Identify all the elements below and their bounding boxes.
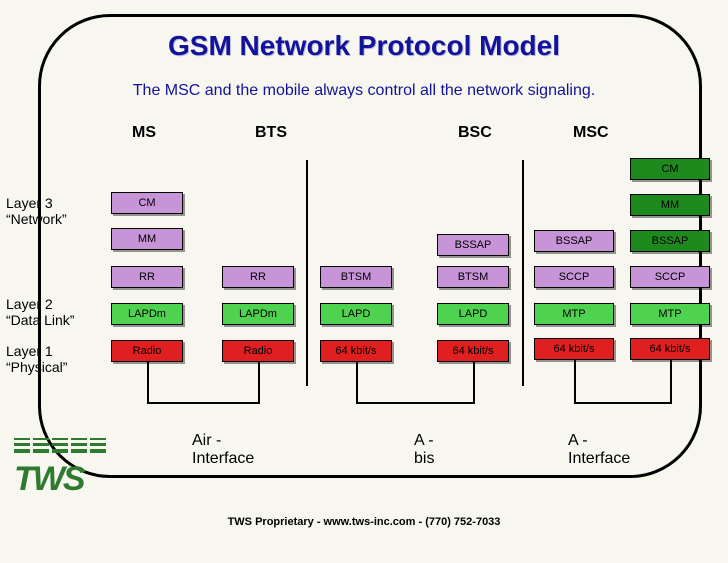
protocol-box: MM bbox=[630, 194, 710, 216]
protocol-box: LAPD bbox=[437, 303, 509, 325]
connector-drop bbox=[147, 362, 149, 402]
footer-text: TWS Proprietary - www.tws-inc.com - (770… bbox=[0, 516, 728, 528]
protocol-box: RR bbox=[222, 266, 294, 288]
protocol-box: Radio bbox=[222, 340, 294, 362]
connector-hline bbox=[574, 402, 672, 404]
protocol-box: CM bbox=[111, 192, 183, 214]
column-header: BTS bbox=[255, 124, 287, 142]
protocol-box: RR bbox=[111, 266, 183, 288]
protocol-box: BSSAP bbox=[630, 230, 710, 252]
divider-line bbox=[522, 160, 524, 386]
connector-drop bbox=[258, 362, 260, 402]
protocol-box: BTSM bbox=[437, 266, 509, 288]
row-label: Layer 3“Network” bbox=[6, 195, 67, 227]
protocol-box: CM bbox=[630, 158, 710, 180]
protocol-box: 64 kbit/s bbox=[437, 340, 509, 362]
row-label: Layer 1“Physical” bbox=[6, 343, 67, 375]
protocol-box: BSSAP bbox=[437, 234, 509, 256]
connector-drop bbox=[473, 362, 475, 402]
column-header: MSC bbox=[573, 124, 609, 142]
protocol-box: BTSM bbox=[320, 266, 392, 288]
protocol-box: LAPD bbox=[320, 303, 392, 325]
tws-logo: TWS bbox=[14, 438, 106, 516]
protocol-box: MTP bbox=[630, 303, 710, 325]
column-header: BSC bbox=[458, 124, 492, 142]
protocol-box: 64 kbit/s bbox=[630, 338, 710, 360]
connector-drop bbox=[574, 360, 576, 402]
connector-drop bbox=[356, 362, 358, 402]
protocol-box: BSSAP bbox=[534, 230, 614, 252]
protocol-box: 64 kbit/s bbox=[320, 340, 392, 362]
protocol-box: SCCP bbox=[630, 266, 710, 288]
protocol-box: Radio bbox=[111, 340, 183, 362]
logo-text: TWS bbox=[14, 460, 86, 498]
interface-label: Air - Interface bbox=[192, 432, 254, 468]
slide-subtitle: The MSC and the mobile always control al… bbox=[0, 82, 728, 100]
interface-label: A - bis bbox=[414, 432, 434, 468]
connector-hline bbox=[356, 402, 475, 404]
protocol-box: MTP bbox=[534, 303, 614, 325]
protocol-box: LAPDm bbox=[222, 303, 294, 325]
connector-hline bbox=[147, 402, 260, 404]
interface-label: A - Interface bbox=[568, 432, 630, 468]
column-header: MS bbox=[132, 124, 156, 142]
protocol-box: 64 kbit/s bbox=[534, 338, 614, 360]
protocol-box: LAPDm bbox=[111, 303, 183, 325]
divider-line bbox=[306, 160, 308, 386]
row-label: Layer 2“Data Link” bbox=[6, 296, 74, 328]
slide-title: GSM Network Protocol Model bbox=[0, 30, 728, 62]
protocol-box: MM bbox=[111, 228, 183, 250]
protocol-box: SCCP bbox=[534, 266, 614, 288]
connector-drop bbox=[670, 360, 672, 402]
